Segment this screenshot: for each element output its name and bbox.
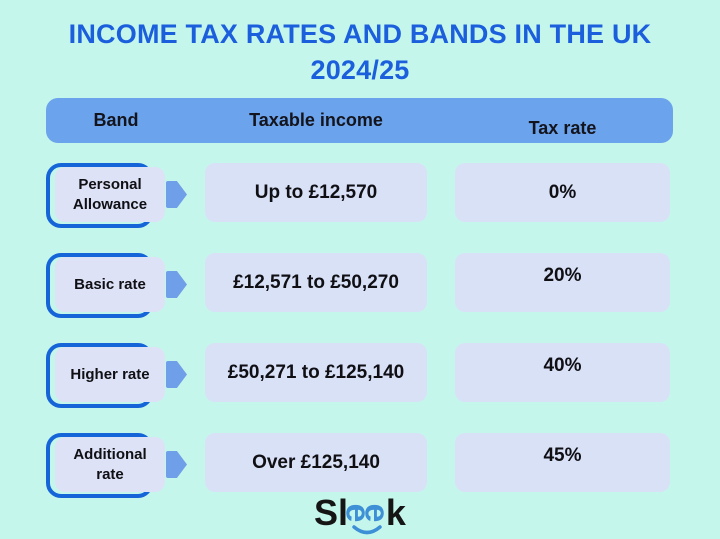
band-cell: Personal Allowance (55, 167, 165, 222)
column-header-band: Band (93, 110, 139, 130)
page-title-line2: 2024/25 (310, 55, 410, 85)
rate-cell: 20% (455, 253, 670, 312)
income-cell: £12,571 to £50,270 (205, 253, 427, 312)
rate-cell: 40% (455, 343, 670, 402)
band-cell: Basic rate (55, 257, 165, 312)
column-header-income: Taxable income (249, 110, 383, 130)
page-title: INCOME TAX RATES AND BANDS IN THE UK 202… (0, 16, 720, 88)
rate-cell: 45% (455, 433, 670, 492)
smile-icon (352, 525, 382, 535)
sleek-logo: Sl e e k (0, 490, 720, 536)
logo-text-prefix: Sl (314, 492, 349, 533)
logo-text-suffix: k (385, 492, 406, 533)
income-cell: Over £125,140 (205, 433, 427, 492)
income-cell: Up to £12,570 (205, 163, 427, 222)
table-row: Higher rate £50,271 to £125,140 40% (46, 343, 674, 408)
logo-eye-right: e (357, 503, 396, 523)
table-row: Additional rate Over £125,140 45% (46, 433, 674, 498)
arrow-right-icon (166, 181, 187, 208)
column-header-rate: Tax rate (528, 118, 597, 138)
band-cell: Additional rate (55, 437, 165, 492)
table-header-bar: Band Taxable income Tax rate (46, 98, 673, 143)
income-cell: £50,271 to £125,140 (205, 343, 427, 402)
table-row: Personal Allowance Up to £12,570 0% (46, 163, 674, 228)
band-cell: Higher rate (55, 347, 165, 402)
arrow-right-icon (166, 271, 187, 298)
arrow-right-icon (166, 361, 187, 388)
arrow-right-icon (166, 451, 187, 478)
table-row: Basic rate £12,571 to £50,270 20% (46, 253, 674, 318)
page-title-line1: INCOME TAX RATES AND BANDS IN THE UK (68, 19, 652, 49)
rate-cell: 0% (455, 163, 670, 222)
